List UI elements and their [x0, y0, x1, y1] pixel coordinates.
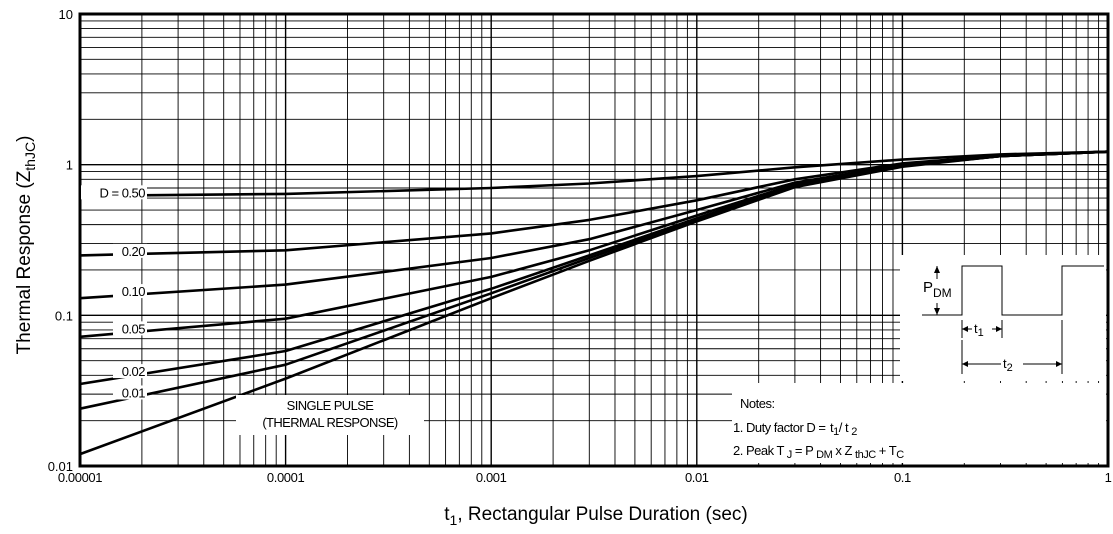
series-label-bg — [113, 364, 147, 379]
x-axis-label: t1, Rectangular Pulse Duration (sec) — [444, 504, 748, 528]
notes-bg — [732, 383, 1106, 463]
x-tick-label: 0.0001 — [267, 470, 305, 485]
pdm-label-main: P — [923, 279, 933, 296]
notes-line2-a-sub: J — [787, 449, 792, 461]
x-axis-label-prefix: t — [444, 504, 450, 525]
notes-line2-d: + T — [876, 443, 897, 458]
series-label: 0.02 — [122, 364, 146, 379]
notes-line1-a: 1. Duty factor D = — [733, 420, 829, 435]
pdm-label-bg — [921, 279, 959, 303]
single-pulse-line1: SINGLE PULSE — [287, 398, 375, 413]
x-tick-label: 0.01 — [685, 470, 709, 485]
y-axis-label-sub: thJC — [22, 142, 38, 171]
x-tick-label: 1 — [1105, 470, 1112, 485]
t2-label: t2 — [1003, 356, 1013, 374]
series-line — [79, 150, 1109, 257]
pdm-label: PDM — [923, 279, 952, 300]
series-label-bg — [113, 385, 147, 400]
series-label-bg — [113, 284, 147, 299]
y-axis-label: Thermal Response (ZthJC) — [14, 136, 38, 355]
t2-label-main: t — [1003, 356, 1007, 371]
pdm-arrow-up — [934, 266, 940, 273]
y-tick-label: 0.1 — [55, 308, 73, 323]
series-label: 0.10 — [122, 284, 146, 299]
series-line — [79, 150, 1109, 456]
notes-line2-c: x Z — [832, 443, 855, 458]
t1-label-bg — [972, 320, 992, 338]
notes-line1-b: t — [830, 420, 834, 435]
notes-box: Notes: 1. Duty factor D = t1/ t 2 2. Pea… — [732, 383, 1106, 463]
notes-line2-b-sub: DM — [816, 449, 832, 461]
notes-line1-c-sub: 2 — [851, 426, 857, 438]
y-tick-label: 1 — [66, 158, 73, 173]
x-axis-label-sub: 1 — [450, 512, 458, 528]
notes-line1: 1. Duty factor D = t1/ t 2 — [733, 420, 857, 438]
t2-label-bg — [1001, 355, 1023, 373]
single-pulse-label-bg — [236, 395, 424, 435]
notes-line2-a: 2. Peak T — [733, 443, 787, 458]
series-labels: D = 0.50 0.20 0.10 0.05 0.02 0.01 — [81, 185, 147, 400]
pdm-label-sub: DM — [933, 286, 952, 300]
series-label-bg — [113, 321, 147, 336]
series-label-bg — [113, 243, 147, 258]
y-tick-label: 0.01 — [48, 459, 73, 474]
t2-arrow-right — [1056, 361, 1062, 367]
notes-title: Notes: — [740, 396, 775, 411]
waveform-inset: PDM t1 t2 — [900, 255, 1106, 381]
single-pulse-line2: (THERMAL RESPONSE) — [262, 415, 398, 430]
single-pulse-label: SINGLE PULSE (THERMAL RESPONSE) — [236, 395, 424, 435]
x-tick-label: 0.001 — [476, 470, 507, 485]
x-axis-label-rest: , Rectangular Pulse Duration (sec) — [457, 504, 747, 525]
series-line — [79, 150, 1109, 198]
series-label: D = 0.50 — [99, 185, 145, 200]
waveform-pulse-line — [922, 265, 1104, 316]
plot-frame — [78, 12, 1110, 468]
series-label-bg — [81, 185, 147, 200]
y-axis-label-close: ) — [14, 136, 35, 142]
notes-line1-b-sub: 1 — [833, 426, 839, 438]
notes-line2-c-sub: thJC — [855, 449, 876, 461]
t1-label-sub: 1 — [978, 327, 984, 339]
y-tick-label: 10 — [59, 7, 73, 22]
x-tick-label: 0.00001 — [58, 470, 102, 485]
series-label: 0.05 — [122, 321, 146, 336]
series-label: 0.20 — [122, 244, 146, 259]
t2-arrow-left — [962, 361, 968, 367]
t1-arrow-right — [996, 326, 1002, 332]
notes-line2-b: = P — [792, 443, 816, 458]
notes-line2-d-sub: C — [896, 449, 904, 461]
series-lines — [79, 150, 1109, 456]
t2-label-sub: 2 — [1007, 362, 1013, 374]
notes-line2: 2. Peak T J = P DM x Z thJC + TC — [733, 443, 904, 461]
tick-labels: 0.00001 0.0001 0.001 0.01 0.1 1 0.01 0.1 1 10 — [48, 7, 1112, 485]
notes-line1-c: / t — [839, 420, 851, 435]
pdm-arrow-down — [934, 308, 940, 315]
y-axis-label-main: Thermal Response (Z — [14, 170, 35, 354]
t1-arrow-left — [962, 326, 968, 332]
t1-label: t1 — [974, 321, 984, 339]
x-tick-label: 0.1 — [894, 470, 911, 485]
t1-label-main: t — [974, 321, 978, 336]
series-label: 0.01 — [122, 385, 146, 400]
